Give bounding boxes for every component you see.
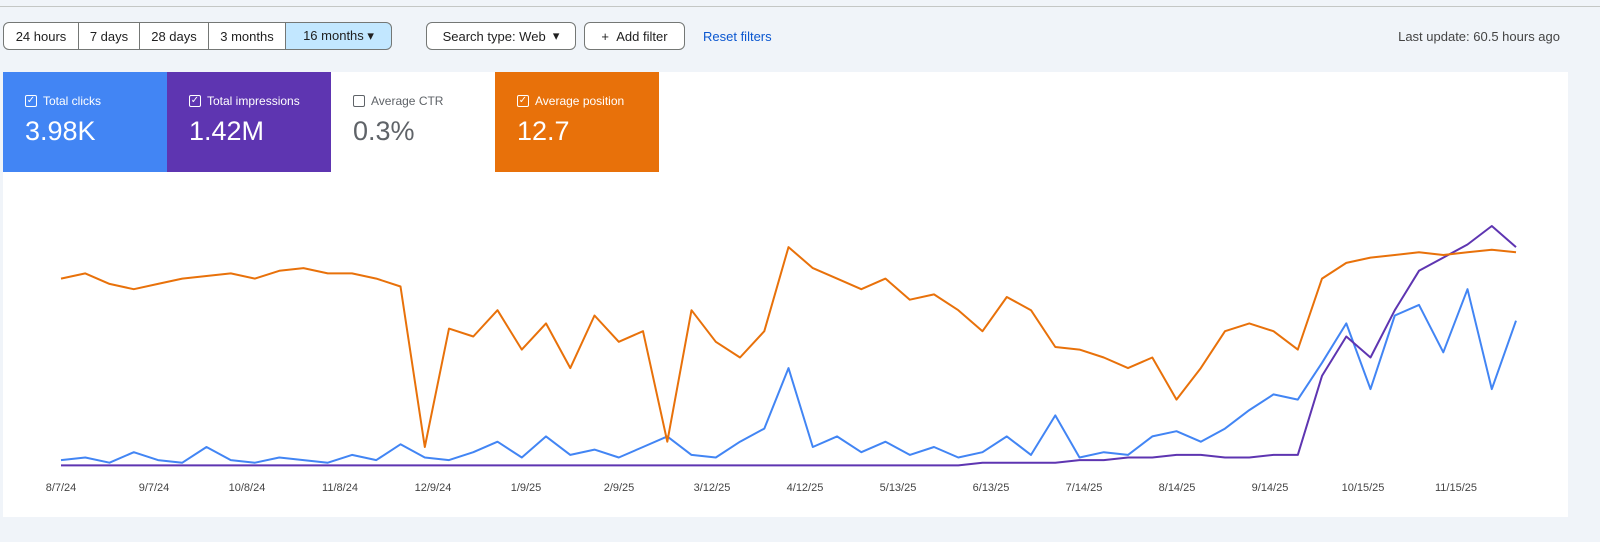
x-tick-label: 11/15/25 <box>1435 482 1477 494</box>
card-label-row: ✓ Total impressions <box>189 94 309 108</box>
x-tick-label: 8/14/25 <box>1159 482 1196 494</box>
range-button[interactable]: 28 days <box>139 22 209 50</box>
add-filter[interactable]: + Add filter <box>584 22 685 50</box>
range-button[interactable]: 7 days <box>78 22 140 50</box>
series-line <box>60 288 1517 464</box>
checkbox[interactable]: ✓ <box>25 95 37 107</box>
metric-card[interactable]: ✓ Total clicks 3.98K <box>3 72 167 172</box>
x-tick-label: 7/14/25 <box>1066 482 1103 494</box>
x-tick-label: 8/7/24 <box>46 482 77 494</box>
card-label: Total clicks <box>43 94 102 108</box>
x-tick-label: 12/9/24 <box>415 482 452 494</box>
metric-card[interactable]: ✓ Average position 12.7 <box>495 72 659 172</box>
card-label: Average position <box>535 94 625 108</box>
x-tick-label: 10/8/24 <box>229 482 266 494</box>
x-tick-label: 10/15/25 <box>1342 482 1385 494</box>
card-value: 1.42M <box>189 116 265 146</box>
x-tick-label: 6/13/25 <box>973 482 1010 494</box>
card-label: Average CTR <box>371 94 444 108</box>
series-line <box>61 225 1517 467</box>
x-tick-label: 9/14/25 <box>1252 482 1289 494</box>
card-label-row: ✓ Total clicks <box>25 94 145 108</box>
range-button[interactable]: 24 hours <box>3 22 79 50</box>
range-button[interactable]: 16 months ▾ <box>285 22 392 50</box>
checkbox[interactable]: ✓ <box>189 95 201 107</box>
card-label-row: ✓ Average position <box>517 94 637 108</box>
x-tick-label: 5/13/25 <box>880 482 917 494</box>
last-update: Last update: 60.5 hours ago <box>1398 29 1560 44</box>
label: Search type: Web <box>442 28 546 44</box>
x-tick-label: 9/7/24 <box>139 482 170 494</box>
card-value: 12.7 <box>517 116 570 146</box>
card-value: 3.98K <box>25 116 96 146</box>
card-label-row: Average CTR <box>353 94 473 108</box>
checkbox[interactable]: ✓ <box>517 95 529 107</box>
metric-card[interactable]: ✓ Total impressions 1.42M <box>167 72 331 172</box>
x-tick-label: 2/9/25 <box>604 482 635 494</box>
divider <box>0 6 1600 7</box>
checkbox[interactable] <box>353 95 365 107</box>
metric-card[interactable]: Average CTR 0.3% <box>331 72 495 172</box>
card-value: 0.3% <box>353 116 415 146</box>
series-line <box>60 246 1517 448</box>
x-tick-label: 4/12/25 <box>787 482 824 494</box>
card-label: Total impressions <box>207 94 300 108</box>
label: Add filter <box>616 28 668 44</box>
reset-filters[interactable]: Reset filters <box>703 29 772 44</box>
x-tick-label: 11/8/24 <box>322 482 358 494</box>
x-tick-label: 3/12/25 <box>694 482 731 494</box>
search-type[interactable]: Search type: Web ▾ <box>426 22 576 50</box>
x-tick-label: 1/9/25 <box>511 482 542 494</box>
